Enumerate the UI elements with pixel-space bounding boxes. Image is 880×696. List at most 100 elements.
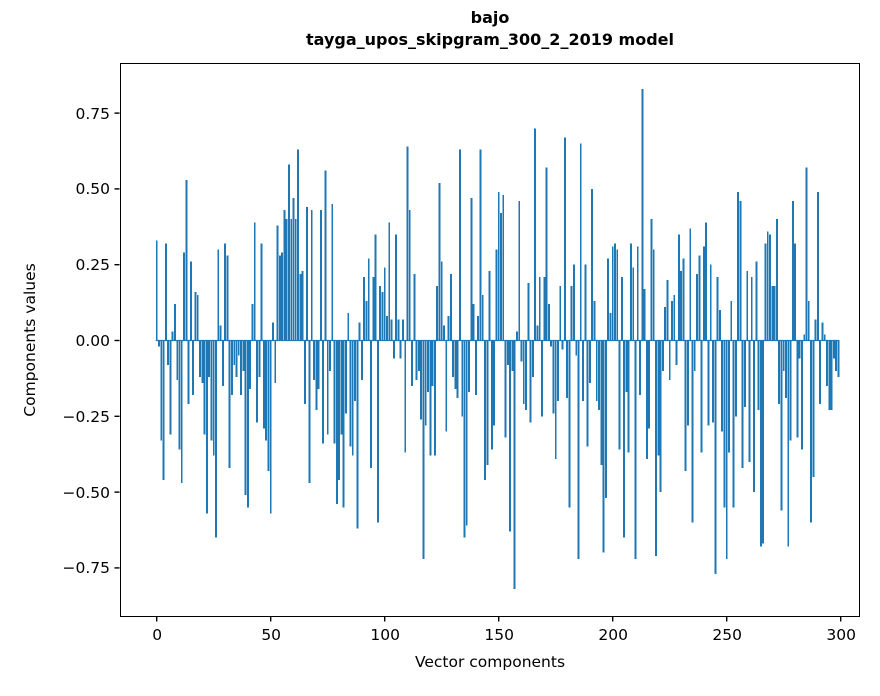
bar (176, 340, 179, 380)
bar (178, 340, 181, 450)
bar (828, 340, 831, 411)
bar (789, 340, 792, 441)
bar (484, 340, 486, 480)
x-axis-label: Vector components (414, 653, 566, 671)
x-tick-label: 200 (598, 626, 628, 644)
bar (634, 340, 637, 559)
bar (297, 149, 300, 341)
bar (705, 222, 708, 341)
bar (800, 340, 803, 450)
bar (807, 301, 810, 341)
bar (324, 170, 327, 341)
bar (322, 340, 325, 444)
bar (641, 88, 644, 341)
bar (210, 340, 213, 441)
y-tick-label: 0.50 (75, 180, 110, 199)
bar (582, 340, 585, 402)
bar (317, 340, 320, 390)
plot-area (114, 63, 860, 622)
bar (515, 331, 518, 341)
bar (294, 219, 297, 341)
bar (158, 340, 160, 347)
bar (554, 340, 557, 459)
bar (627, 340, 630, 453)
bar (458, 149, 461, 341)
bar (347, 313, 350, 341)
bar (443, 325, 445, 341)
bar (381, 291, 384, 341)
x-tick-label: 50 (261, 626, 282, 644)
bar (399, 340, 402, 359)
bar (522, 340, 525, 405)
bar (721, 340, 724, 432)
bar (199, 340, 201, 377)
bar (276, 225, 279, 341)
bar (723, 340, 726, 508)
bar (547, 304, 550, 341)
y-tick-label: 0.75 (75, 104, 110, 123)
bar (525, 340, 528, 411)
bar (420, 340, 423, 420)
bar (821, 322, 824, 341)
bar (750, 276, 753, 341)
bar (666, 279, 669, 341)
bar (470, 198, 473, 341)
bar (326, 340, 329, 435)
bar (602, 340, 605, 553)
bar (356, 340, 359, 529)
bar (600, 340, 603, 465)
bar (604, 340, 607, 499)
bar (228, 340, 231, 468)
bar (759, 340, 762, 547)
bar (650, 219, 653, 341)
bar (762, 340, 765, 544)
bar (427, 340, 429, 393)
bar (618, 340, 621, 450)
bar (536, 325, 539, 341)
bar (454, 340, 457, 390)
bar (648, 340, 651, 429)
bar (794, 243, 797, 341)
bar (773, 285, 776, 341)
y-tick-label: 0.25 (75, 256, 110, 275)
bar (392, 340, 395, 359)
bar (823, 334, 826, 341)
bar (456, 340, 459, 399)
bar (771, 285, 774, 341)
bar (541, 340, 543, 417)
bar (390, 319, 393, 341)
bar (709, 264, 712, 341)
bar (354, 340, 357, 402)
bar (278, 255, 281, 341)
bar (500, 213, 502, 341)
bar (438, 182, 441, 341)
bar (611, 246, 614, 341)
bar (616, 249, 619, 341)
bar (185, 179, 188, 341)
bar (235, 340, 238, 377)
bar (187, 340, 190, 405)
bar (518, 201, 521, 341)
bar (340, 340, 343, 435)
bar (164, 243, 167, 341)
bar (481, 295, 484, 341)
bar (748, 340, 751, 462)
bar (433, 340, 436, 456)
bar (344, 340, 347, 414)
bar (315, 340, 318, 411)
bar (192, 340, 195, 396)
bar (497, 191, 500, 341)
bar (249, 340, 252, 390)
bar (835, 340, 838, 371)
bar (636, 246, 639, 341)
bar (527, 282, 530, 341)
bar (707, 340, 710, 426)
bar (766, 231, 769, 341)
bar (272, 322, 274, 341)
bar (529, 340, 532, 423)
bar (274, 340, 277, 383)
bar (386, 316, 388, 341)
bar (365, 301, 368, 341)
bar (463, 340, 466, 538)
bar (798, 340, 801, 359)
